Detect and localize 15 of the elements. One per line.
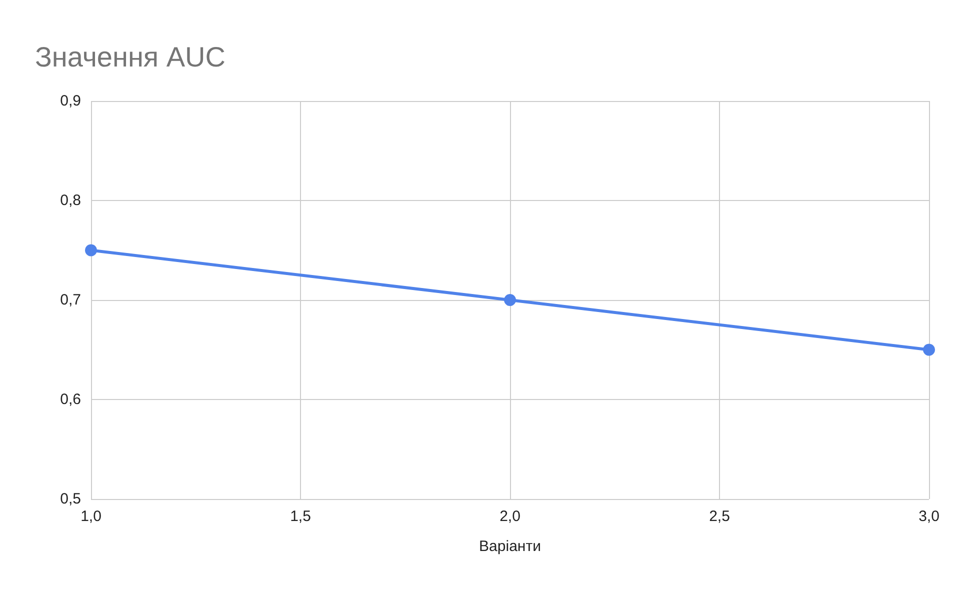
point <box>504 294 516 306</box>
point <box>923 344 935 356</box>
chart-title: Значення AUC <box>35 42 226 72</box>
y-tick-label: 0,8 <box>60 192 81 209</box>
x-tick-label: 2,5 <box>709 508 730 525</box>
y-tick-label: 0,5 <box>60 490 81 508</box>
x-axis-title: Варіанти <box>479 538 541 555</box>
x-tick-label: 2,0 <box>500 508 520 525</box>
y-tick-label: 0,9 <box>60 92 81 110</box>
x-tick-label: 3,0 <box>918 508 940 525</box>
x-tick-label: 1,5 <box>290 508 311 525</box>
point <box>85 244 97 256</box>
x-tick-label: 1,0 <box>80 508 102 525</box>
y-tick-label: 0,6 <box>60 391 81 408</box>
y-tick-label: 0,7 <box>60 292 81 308</box>
